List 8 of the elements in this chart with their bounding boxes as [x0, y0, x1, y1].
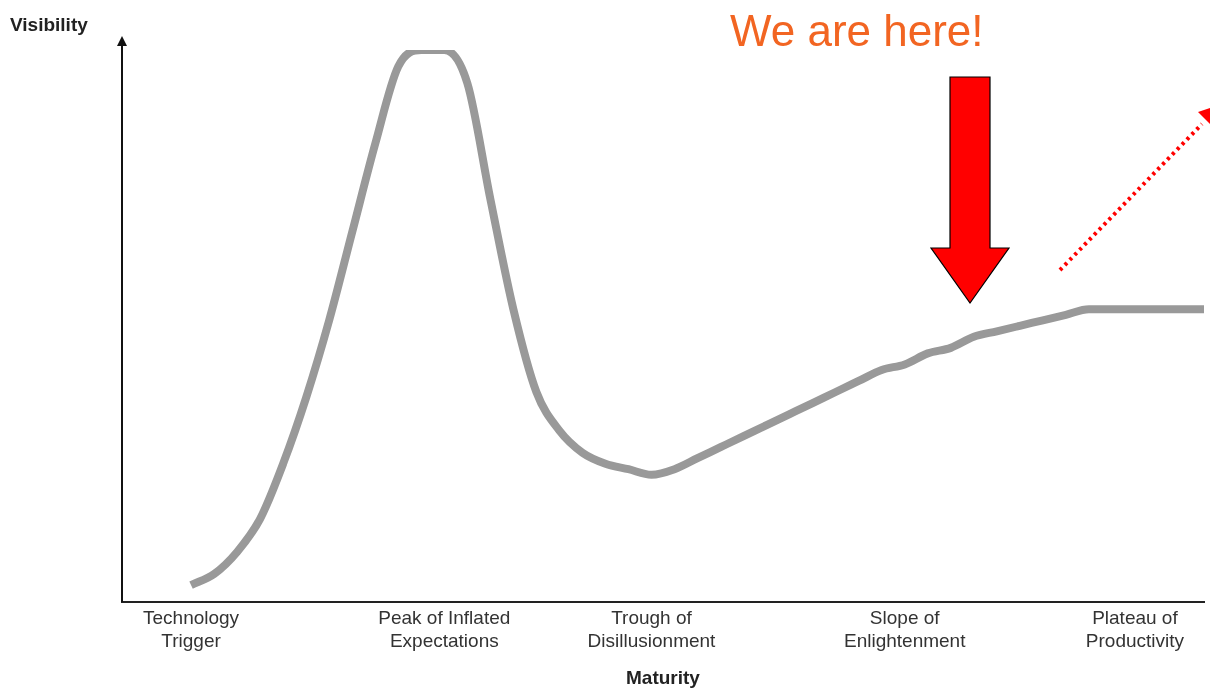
- x-tick-label: Slope of Enlightenment: [843, 607, 967, 652]
- x-tick-label: Plateau of Productivity: [1085, 607, 1185, 652]
- y-axis-title: Visibility: [10, 14, 88, 36]
- x-tick-label: Peak of Inflated Expectations: [378, 607, 511, 652]
- x-tick-label: Technology Trigger: [143, 607, 240, 652]
- x-tick-label: Trough of Disillusionment: [587, 607, 717, 652]
- x-axis-title: Maturity: [626, 666, 701, 688]
- annotation: We are here!: [730, 6, 984, 56]
